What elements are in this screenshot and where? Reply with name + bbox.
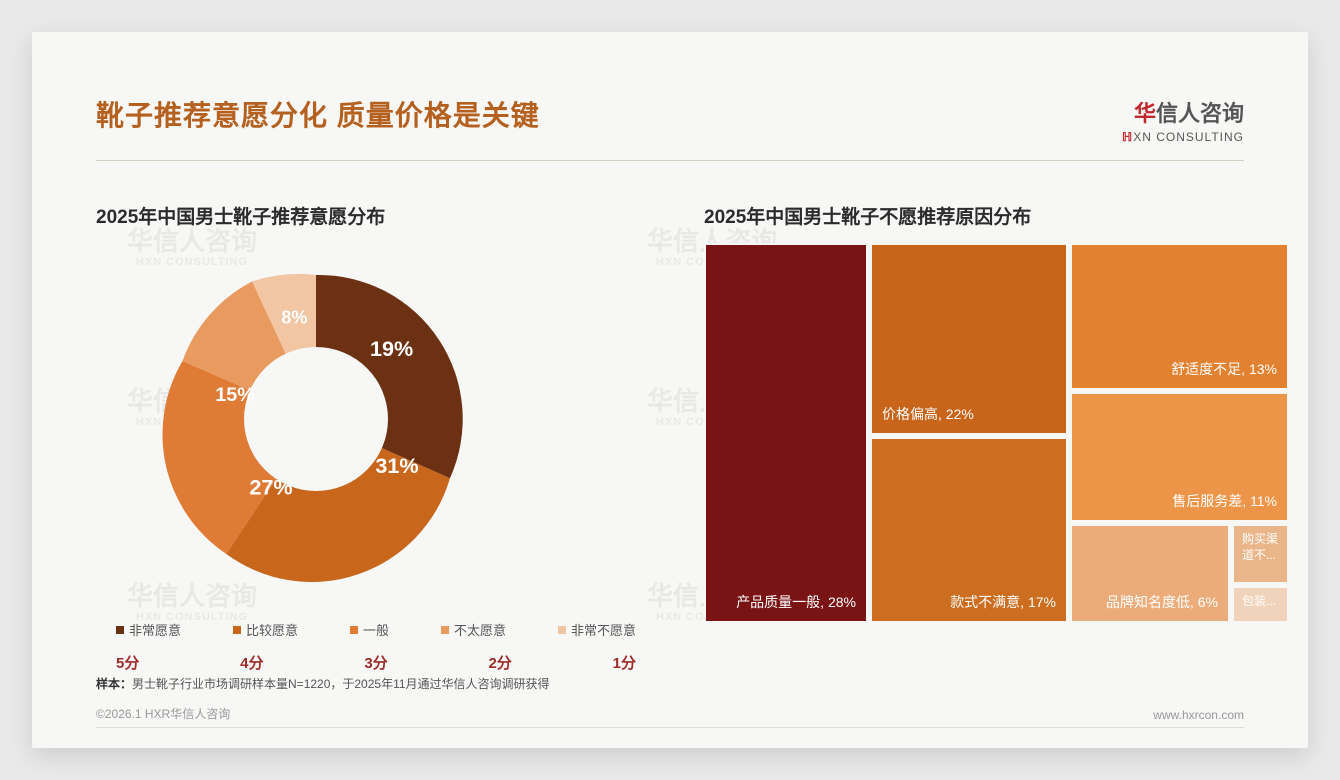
treemap-chart: 产品质量一般, 28% 价格偏高, 22% 款式不满意, 17% 舒适度不足, … bbox=[704, 243, 1289, 623]
slide-page: 靴子推荐意愿分化 质量价格是关键 华信人咨询 ℍXN CONSULTING 华信… bbox=[0, 0, 1340, 780]
header-divider bbox=[96, 160, 1244, 161]
footer-website[interactable]: www.hxrcon.com bbox=[1153, 708, 1244, 722]
donut-label-3fen: 27% bbox=[249, 475, 292, 500]
legend-item-1fen[interactable]: 非常不愿意 bbox=[558, 620, 636, 639]
treemap-cell-price[interactable]: 价格偏高, 22% bbox=[870, 243, 1068, 435]
treemap-cell-service[interactable]: 售后服务差, 11% bbox=[1070, 392, 1289, 522]
brand-logo: 华信人咨询 ℍXN CONSULTING bbox=[1122, 96, 1244, 144]
donut-label-5fen: 19% bbox=[370, 336, 413, 361]
legend-item-2fen[interactable]: 不太愿意 bbox=[441, 620, 506, 639]
content-card: 靴子推荐意愿分化 质量价格是关键 华信人咨询 ℍXN CONSULTING 华信… bbox=[32, 32, 1308, 748]
donut-chart-title: 2025年中国男士靴子推荐意愿分布 bbox=[96, 202, 656, 229]
score-3fen: 3分 bbox=[364, 652, 387, 673]
score-4fen: 4分 bbox=[240, 652, 263, 673]
legend-item-4fen[interactable]: 比较愿意 bbox=[233, 620, 298, 639]
donut-panel: 2025年中国男士靴子推荐意愿分布 bbox=[96, 202, 656, 702]
legend-item-5fen[interactable]: 非常愿意 bbox=[116, 620, 181, 639]
donut-label-4fen: 31% bbox=[375, 453, 418, 478]
score-2fen: 2分 bbox=[488, 652, 511, 673]
donut-legend: 非常愿意 比较愿意 一般 不太愿意 非常不愿意 bbox=[116, 620, 636, 639]
footer-copyright: ©2026.1 HXR华信人咨询 bbox=[96, 705, 230, 722]
score-labels: 5分 4分 3分 2分 1分 bbox=[116, 652, 636, 673]
treemap-cell-channel[interactable]: 购买渠道不... bbox=[1232, 524, 1289, 584]
treemap-cell-comfort[interactable]: 舒适度不足, 13% bbox=[1070, 243, 1289, 390]
treemap-panel: 2025年中国男士靴子不愿推荐原因分布 产品质量一般, 28% 价格偏高, 22… bbox=[704, 202, 1289, 622]
treemap-cell-quality[interactable]: 产品质量一般, 28% bbox=[704, 243, 868, 623]
score-1fen: 1分 bbox=[613, 652, 636, 673]
treemap-chart-title: 2025年中国男士靴子不愿推荐原因分布 bbox=[704, 202, 1289, 229]
header-section: 靴子推荐意愿分化 质量价格是关键 华信人咨询 ℍXN CONSULTING bbox=[96, 94, 1244, 154]
donut-label-1fen: 8% bbox=[281, 308, 307, 328]
treemap-cell-style[interactable]: 款式不满意, 17% bbox=[870, 437, 1068, 623]
treemap-cell-brand[interactable]: 品牌知名度低, 6% bbox=[1070, 524, 1230, 623]
treemap-cell-packaging[interactable]: 包装... bbox=[1232, 586, 1289, 623]
sample-footnote: 样本：男士靴子行业市场调研样本量N=1220，于2025年11月通过华信人咨询调… bbox=[96, 675, 550, 692]
legend-item-3fen[interactable]: 一般 bbox=[350, 620, 389, 639]
donut-label-2fen: 15% bbox=[215, 384, 255, 406]
donut-chart: 19% 31% 27% 15% 8% bbox=[136, 239, 496, 599]
score-5fen: 5分 bbox=[116, 652, 139, 673]
footer-divider bbox=[96, 727, 1244, 728]
slide-title: 靴子推荐意愿分化 质量价格是关键 bbox=[96, 94, 540, 134]
